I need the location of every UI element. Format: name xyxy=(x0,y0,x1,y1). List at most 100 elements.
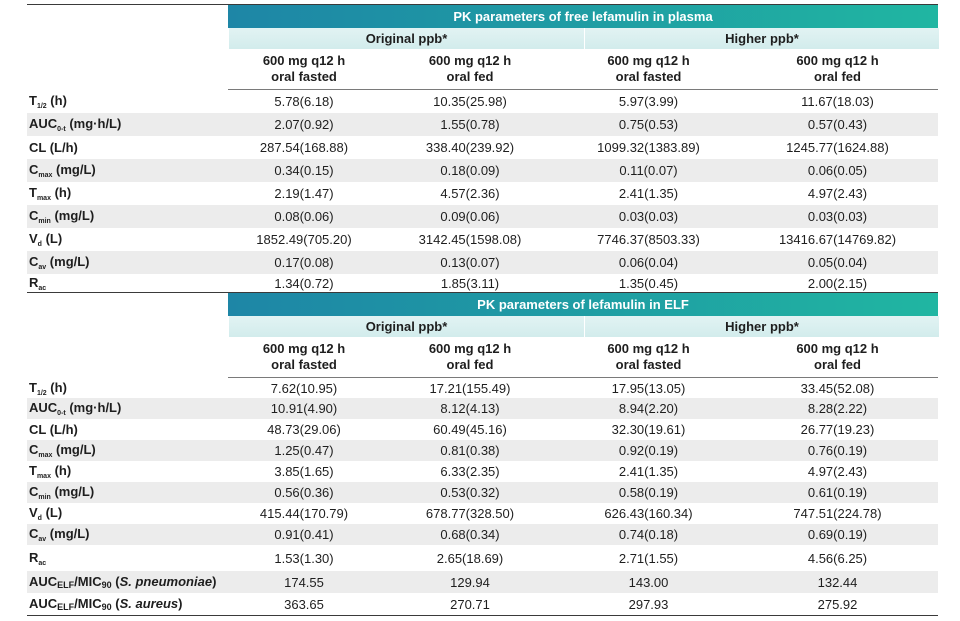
table-cell: 2.19(1.47) xyxy=(274,186,334,201)
row-label: Vd (L) xyxy=(27,505,228,522)
row-label: AUC0-t (mg·h/L) xyxy=(27,116,228,133)
elf-title: PK parameters of lefamulin in ELF xyxy=(228,293,938,316)
param-unit: (mg/L) xyxy=(46,526,90,541)
param-unit: (L/h) xyxy=(46,422,78,437)
species-name: S. pneumoniae xyxy=(119,574,213,589)
table-cell: 626.43(160.34) xyxy=(604,506,693,521)
param-subscript: max xyxy=(38,452,53,459)
elf-group-higher: Higher ppb* xyxy=(584,316,939,337)
table-cell: 8.94(2.20) xyxy=(618,401,679,416)
table-cell: 0.58(0.19) xyxy=(618,485,679,500)
table-cell: 0.56(0.36) xyxy=(274,485,334,500)
param-symbol: CL xyxy=(29,140,47,155)
plasma-group-original: Original ppb* xyxy=(228,28,584,49)
param-symbol: R xyxy=(29,274,39,290)
table-cell: 10.91(4.90) xyxy=(270,401,338,416)
table-cell: 0.13(0.07) xyxy=(440,255,500,270)
table-cell: 0.81(0.38) xyxy=(440,443,500,458)
table-row: Cmin (mg/L) 0.56(0.36) 0.53(0.32) 0.58(0.19… xyxy=(27,482,938,503)
param-subscript: 1/2 xyxy=(36,103,47,110)
table-cell: 0.92(0.19) xyxy=(618,443,679,458)
param-subscript: 0-t xyxy=(57,126,66,133)
plasma-col-header: 600 mg q12 h oral fasted xyxy=(607,53,690,84)
table-cell: 1.55(0.78) xyxy=(440,117,500,132)
table-row: T1/2 (h) 7.62(10.95) 17.21(155.49) 17.95(13… xyxy=(27,378,938,398)
pk-table-document: PK parameters of free lefamulin in plasm… xyxy=(27,4,939,616)
table-cell: 8.28(2.22) xyxy=(807,401,868,416)
table-row: Vd (L) 415.44(170.79) 678.77(328.50) 626.43… xyxy=(27,503,938,524)
table-cell: 0.75(0.53) xyxy=(618,117,679,132)
table-cell: 2.65(18.69) xyxy=(436,550,504,566)
paren-close: ) xyxy=(212,574,217,589)
param-symbol: C xyxy=(29,162,39,177)
table-cell: 32.30(19.61) xyxy=(611,422,686,437)
table-cell: 0.76(0.19) xyxy=(807,443,868,458)
param-subscript: max xyxy=(38,172,53,179)
paren-open: ( xyxy=(111,596,120,611)
table-row: T1/2 (h) 5.78(6.18) 10.35(25.98) 5.97(3.99)… xyxy=(27,90,938,113)
row-label: T1/2 (h) xyxy=(27,380,228,397)
table-cell: 1.35(0.45) xyxy=(618,275,679,291)
elf-col-header: 600 mg q12 h oral fasted xyxy=(262,341,346,372)
param-symbol: AUC xyxy=(29,596,58,611)
param-subscript: ELF xyxy=(57,602,75,612)
table-cell: 2.41(1.35) xyxy=(618,464,679,479)
elf-column-headers: 600 mg q12 h oral fasted 600 mg q12 h oral… xyxy=(27,337,938,377)
table-cell: 13416.67(14769.82) xyxy=(778,232,897,247)
param-symbol: C xyxy=(29,208,39,223)
row-label: Cmax (mg/L) xyxy=(27,442,228,459)
param-symbol: C xyxy=(29,484,39,499)
species-name: S. aureus xyxy=(119,596,179,611)
row-label: Vd (L) xyxy=(27,231,228,248)
table-cell: 4.57(2.36) xyxy=(440,186,500,201)
param-symbol: CL xyxy=(29,422,47,437)
table-cell: 0.69(0.19) xyxy=(807,527,868,542)
table-cell: 7.62(10.95) xyxy=(270,380,338,396)
table-cell: 11.67(18.03) xyxy=(801,94,874,109)
table-cell: 1099.32(1383.89) xyxy=(597,140,700,155)
table-cell: 0.05(0.04) xyxy=(807,255,868,270)
param-subscript: 90 xyxy=(101,580,112,590)
table-cell: 0.34(0.15) xyxy=(274,163,334,178)
elf-col-header: 600 mg q12 h oral fasted xyxy=(607,341,690,372)
row-label: AUC0-t (mg·h/L) xyxy=(27,400,228,417)
elf-group-header: Original ppb* Higher ppb* xyxy=(27,316,939,337)
row-label: CL (L/h) xyxy=(27,422,228,437)
plasma-column-headers: 600 mg q12 h oral fasted 600 mg q12 h oral… xyxy=(27,49,938,89)
row-label: AUCELF/MIC90 (S. pneumoniae) xyxy=(27,574,228,590)
param-ratio: /MIC xyxy=(74,574,102,589)
param-subscript: max xyxy=(36,195,51,202)
param-unit: (mg/L) xyxy=(52,442,96,457)
table-cell: 17.21(155.49) xyxy=(429,380,511,396)
table-cell: 297.93 xyxy=(628,596,669,612)
row-label: AUCELF/MIC90 (S. aureus) xyxy=(27,596,228,612)
table-cell: 0.91(0.41) xyxy=(274,527,334,542)
table-row: AUC0-t (mg·h/L) 2.07(0.92) 1.55(0.78) 0.75(… xyxy=(27,113,938,136)
param-unit: (L) xyxy=(41,231,63,246)
table-cell: 2.00(2.15) xyxy=(807,275,868,291)
param-subscript: ELF xyxy=(57,580,75,590)
param-unit: (mg·h/L) xyxy=(65,400,122,415)
table-cell: 4.97(2.43) xyxy=(807,186,868,201)
elf-banner: PK parameters of lefamulin in ELF xyxy=(27,293,938,316)
plasma-table-body: T1/2 (h) 5.78(6.18) 10.35(25.98) 5.97(3.99)… xyxy=(27,90,938,292)
table-cell: 0.11(0.07) xyxy=(619,163,678,178)
table-cell: 129.94 xyxy=(450,574,490,590)
param-subscript: d xyxy=(37,241,42,248)
table-cell: 1.85(3.11) xyxy=(440,275,500,291)
table-cell: 1852.49(705.20) xyxy=(256,232,352,247)
table-cell: 143.00 xyxy=(628,574,669,590)
table-cell: 60.49(45.16) xyxy=(433,422,507,437)
plasma-col-header: 600 mg q12 h oral fasted xyxy=(262,53,346,84)
plasma-header-rule xyxy=(228,89,938,90)
table-cell: 415.44(170.79) xyxy=(259,506,349,521)
table-row: Vd (L) 1852.49(705.20) 3142.45(1598.08) 774… xyxy=(27,228,938,251)
elf-col-header: 600 mg q12 h oral fed xyxy=(796,341,879,372)
table-cell: 363.65 xyxy=(284,596,324,612)
table-cell: 270.71 xyxy=(450,596,490,612)
row-label: Cmin (mg/L) xyxy=(27,484,228,501)
table-cell: 1.53(1.30) xyxy=(274,550,334,566)
table-cell: 0.68(0.34) xyxy=(440,527,500,542)
param-symbol: C xyxy=(29,254,39,269)
table-cell: 0.18(0.09) xyxy=(440,163,500,178)
